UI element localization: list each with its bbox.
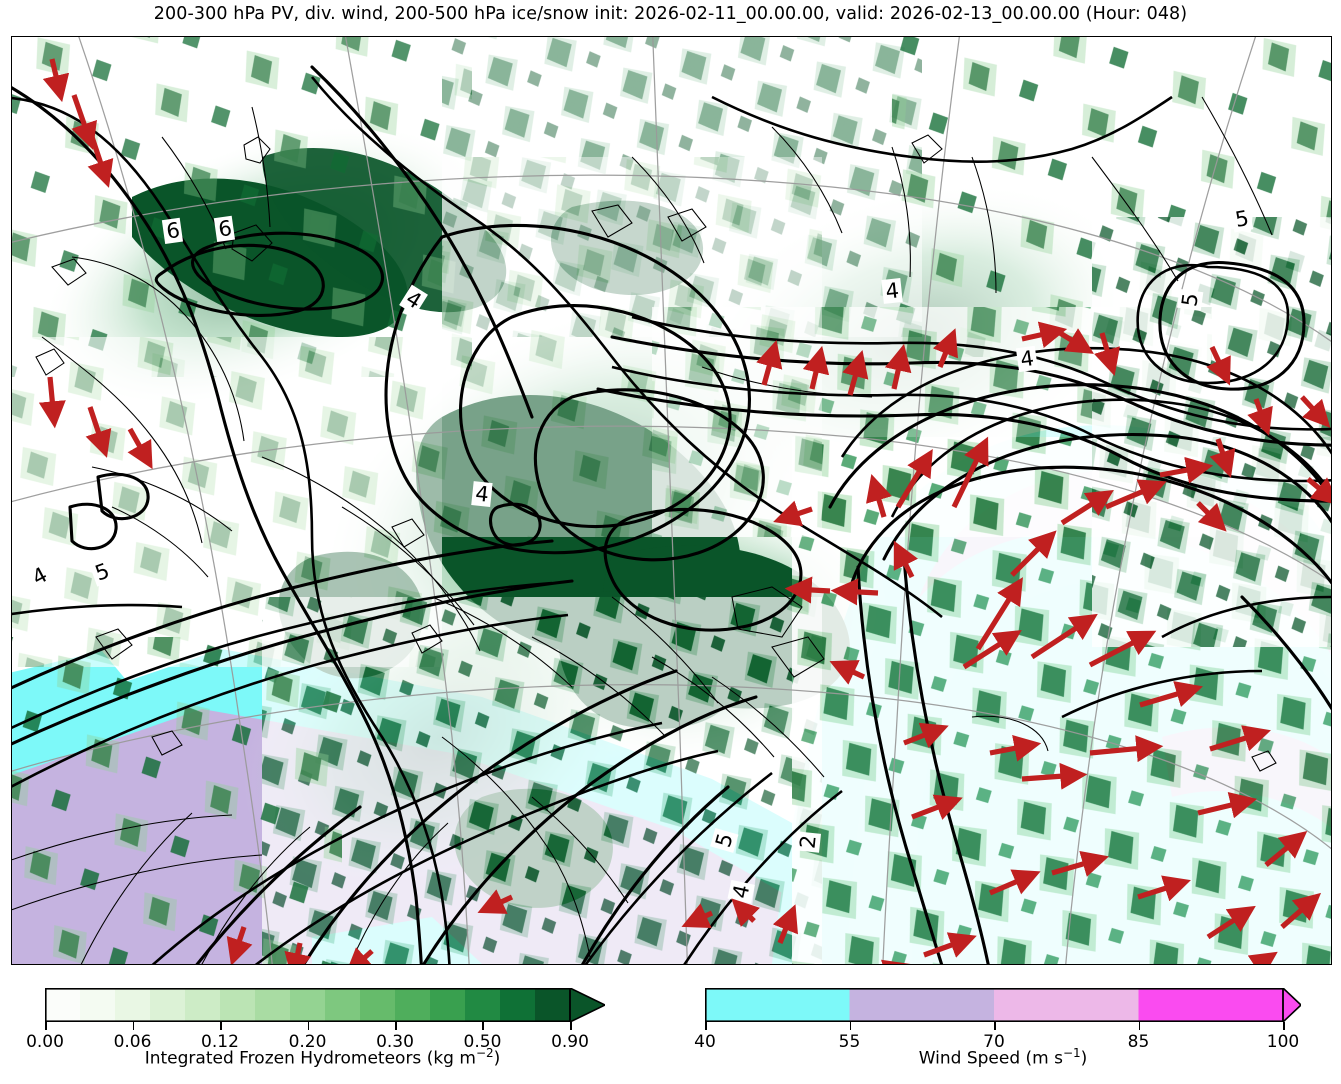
colorbar-frozen-hydrometeors-label: Integrated Frozen Hydrometeors (kg m−2) (144, 1046, 501, 1069)
colorbar-swatch (465, 989, 501, 1021)
map-plot: 6 6 4 5 4 4 4 4 5 5 4 2 5 (12, 37, 1331, 964)
colorbar-tick-mark (482, 1022, 485, 1030)
map-axes[interactable]: 6 6 4 5 4 4 4 4 5 5 4 2 5 (11, 36, 1332, 965)
colorbar-swatch (80, 989, 116, 1021)
svg-text:6: 6 (217, 216, 234, 242)
colorbar-tick-label: 0.00 (26, 1032, 64, 1052)
colorbar-swatch (325, 989, 361, 1021)
colorbar-tick-mark (994, 1022, 996, 1030)
contour-labels: 6 6 4 5 4 4 4 4 5 5 4 2 5 (25, 205, 1254, 904)
colorbar-tick-label: 0.30 (376, 1032, 414, 1052)
svg-text:4: 4 (474, 481, 490, 506)
colorbar-tick-label: 0.12 (201, 1032, 239, 1052)
colorbar-tick-label: 55 (838, 1032, 861, 1052)
colorbar-tick-mark (132, 1022, 135, 1030)
colorbar-tick-label: 0.50 (463, 1032, 502, 1052)
colorbar-swatch (45, 989, 81, 1021)
colorbar-swatch (500, 989, 536, 1021)
colorbar-tick-mark (395, 1022, 397, 1030)
colorbar-tick-mark (570, 1022, 572, 1030)
colorbar-swatch (290, 989, 326, 1021)
colorbar-swatch (150, 989, 186, 1021)
colorbar-tick-label: 70 (983, 1032, 1005, 1052)
svg-text:5: 5 (1233, 206, 1250, 232)
colorbar-tick-label: 0.20 (288, 1032, 327, 1052)
colorbar-wind-speed[interactable]: 40 55 70 85 100 Wind Speed (m s−1) (694, 988, 1301, 1078)
colorbar-tick-mark (705, 1022, 707, 1030)
svg-text:5: 5 (1177, 291, 1203, 308)
colorbar-tick-mark (849, 1022, 852, 1030)
colorbar-swatch (849, 989, 995, 1021)
colorbar-frozen-hydrometeors[interactable]: 0.00 0.06 0.12 0.20 0.30 0.50 0.90 Integrated … (26, 988, 605, 1078)
colorbar-tick-mark (45, 1022, 47, 1030)
colorbar-swatch (535, 989, 571, 1021)
colorbar-swatch (220, 989, 256, 1021)
divergent-wind-vectors (38, 58, 1331, 964)
svg-text:6: 6 (165, 218, 182, 244)
colorbar-tick-label: 100 (1266, 1032, 1300, 1052)
colorbar-wind-speed-swatches (705, 988, 1301, 1022)
svg-text:5: 5 (711, 831, 738, 850)
colorbar-tick-mark (1283, 1022, 1285, 1030)
colorbar-swatch (430, 989, 466, 1021)
colorbar-swatch (115, 989, 151, 1021)
colorbar-tick-label: 0.06 (113, 1032, 152, 1052)
colorbar-tick-mark (1138, 1022, 1141, 1030)
colorbar-tick-label: 85 (1127, 1032, 1150, 1052)
colorbar-swatch (185, 989, 221, 1021)
colorbar-swatch (994, 989, 1140, 1021)
colorbar-frozen-hydrometeors-swatches (45, 988, 605, 1022)
colorbar-tick-label: 0.90 (551, 1032, 589, 1052)
colorbar-swatch (1138, 989, 1284, 1021)
figure-title: 200-300 hPa PV, div. wind, 200-500 hPa i… (153, 4, 1188, 24)
svg-text:4: 4 (1019, 346, 1036, 372)
svg-text:4: 4 (728, 882, 754, 900)
colorbar-swatch (360, 989, 396, 1021)
map-clip: 6 6 4 5 4 4 4 4 5 5 4 2 5 (12, 37, 1331, 964)
svg-text:2: 2 (795, 834, 820, 850)
pv-contours (12, 65, 1331, 964)
colorbar-tick-label: 40 (694, 1032, 716, 1052)
svg-text:4: 4 (884, 278, 900, 303)
colorbar-swatch (705, 989, 851, 1021)
colorbar-swatch (395, 989, 431, 1021)
colorbar-wind-speed-label: Wind Speed (m s−1) (918, 1046, 1088, 1069)
colorbar-tick-mark (219, 1022, 222, 1030)
colorbar-tick-mark (307, 1022, 310, 1030)
colorbar-swatch (255, 989, 291, 1021)
